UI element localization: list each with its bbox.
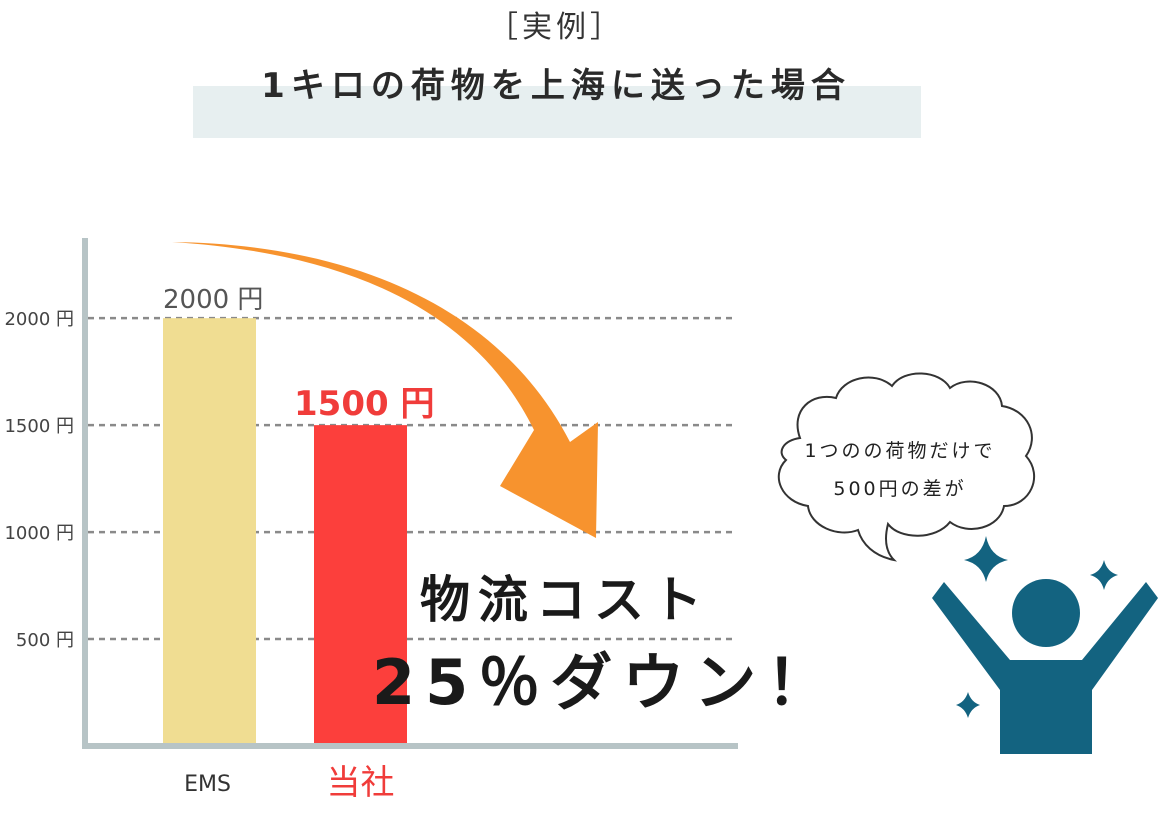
person-cheering-icon — [932, 579, 1158, 754]
y-tick-label: 1500 円 — [4, 416, 74, 437]
y-tick-label: 1000 円 — [4, 523, 74, 544]
category-label: EMS — [184, 772, 231, 797]
y-tick-labels: 500 円 1000 円 1500 円 2000 円 — [4, 309, 74, 651]
y-tick-label: 500 円 — [16, 630, 74, 651]
bar-labels: 2000 円 EMS 1500 円当社 — [163, 285, 434, 803]
sparkle-icon — [1090, 560, 1118, 590]
page-title: 1キロの荷物を上海に送った場合 — [261, 66, 851, 106]
grid-lines — [88, 316, 736, 641]
speech-bubble-icon — [777, 372, 1036, 562]
bar-ems — [163, 318, 256, 743]
sparkle-icon — [964, 536, 1008, 582]
category-label: 当社 — [327, 763, 395, 803]
title-band — [193, 86, 921, 138]
sparkle-icon — [956, 692, 980, 718]
example-header: ［実例］ — [488, 10, 624, 45]
bubble-text: 1つのの荷物だけで 500円の差が — [780, 432, 1020, 508]
headline-cost: 物流コスト — [420, 571, 710, 629]
down-curve-arrow-icon — [172, 242, 598, 538]
headline-reduction: 25％ダウン！ — [372, 646, 839, 719]
bars — [163, 318, 407, 743]
bubble-line-1: 1つのの荷物だけで — [804, 440, 996, 462]
y-tick-label: 2000 円 — [4, 309, 74, 330]
bar-value-label: 2000 円 — [163, 285, 263, 315]
bubble-line-2: 500円の差が — [833, 478, 967, 500]
bar-ours — [314, 425, 407, 743]
bar-value-label: 1500 円 — [294, 384, 434, 424]
